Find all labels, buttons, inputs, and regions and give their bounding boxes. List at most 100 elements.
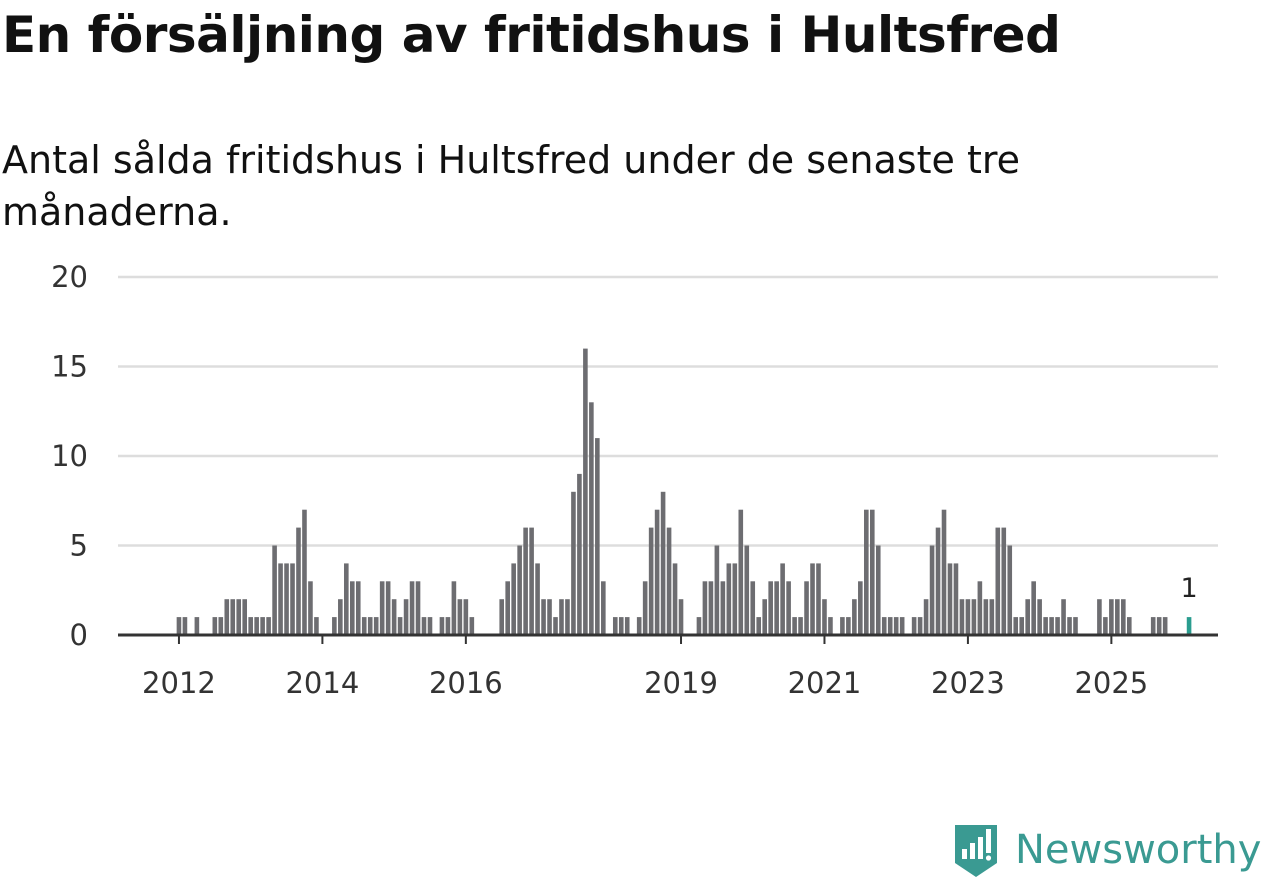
bar [589, 402, 594, 635]
bar [595, 438, 600, 635]
bar [887, 617, 893, 635]
bar [810, 563, 815, 635]
chart-title: En försäljning av fritidshus i Hultsfred [2, 6, 1061, 64]
bar [864, 509, 869, 635]
gridlines [118, 275, 1218, 547]
bar [726, 563, 732, 635]
bar [708, 581, 714, 635]
bar [804, 581, 809, 635]
bar [822, 599, 827, 635]
bar [1150, 617, 1156, 635]
bar [349, 581, 355, 635]
bar [989, 599, 995, 635]
bar [995, 527, 1001, 635]
bar [254, 617, 259, 635]
bar [917, 617, 923, 635]
chart-subtitle: Antal sålda fritidshus i Hultsfred under… [2, 138, 1021, 234]
bar [828, 617, 833, 635]
bar [367, 617, 373, 635]
y-tick-label: 10 [51, 439, 88, 473]
bar [696, 617, 702, 635]
y-tick-label: 15 [51, 350, 88, 384]
y-tick-label: 20 [51, 260, 88, 294]
bar [1156, 617, 1162, 635]
bar [517, 545, 522, 635]
bar [1007, 545, 1013, 635]
bar [1073, 617, 1078, 635]
bar [451, 581, 457, 635]
bar [409, 581, 415, 635]
bar [1115, 599, 1120, 635]
bar [272, 545, 277, 635]
bar [427, 617, 433, 635]
bar [612, 617, 618, 635]
bar [744, 545, 750, 635]
bars [176, 348, 1192, 635]
bar [852, 599, 857, 635]
bar [266, 617, 271, 635]
bar [983, 599, 989, 635]
brand-name: Newsworthy [1015, 827, 1262, 873]
bar [768, 581, 773, 635]
bar [1019, 617, 1025, 635]
bar [642, 581, 648, 635]
bar [1055, 617, 1060, 635]
bar [577, 473, 582, 635]
bar [457, 599, 463, 635]
bar [911, 617, 917, 635]
y-tick-label: 5 [70, 529, 88, 563]
bar [242, 599, 247, 635]
bar [714, 545, 720, 635]
bar [332, 617, 337, 635]
bar [762, 599, 767, 635]
bar [230, 599, 236, 635]
bar [218, 617, 224, 635]
bar [881, 617, 887, 635]
newsworthy-logo-icon [955, 825, 997, 877]
bar-highlight [1186, 617, 1192, 635]
bar [403, 599, 409, 635]
bar [636, 617, 642, 635]
bar [559, 599, 564, 635]
bar [959, 599, 965, 635]
bar [290, 563, 295, 635]
bar [284, 563, 289, 635]
bar [929, 545, 935, 635]
newsworthy-logo: Newsworthy [951, 820, 1261, 880]
annotations: 1 [1180, 573, 1197, 604]
bar [899, 617, 905, 635]
bar [1043, 617, 1048, 635]
bar [869, 509, 875, 635]
bar [666, 527, 672, 635]
bar [840, 617, 845, 635]
bar [511, 563, 516, 635]
bar [1037, 599, 1042, 635]
bar [565, 599, 570, 635]
bar [194, 617, 200, 635]
bar [176, 617, 182, 635]
bar [618, 617, 624, 635]
bar [1067, 617, 1072, 635]
bar [391, 599, 397, 635]
bar [756, 617, 762, 635]
bar [499, 599, 505, 635]
bar [750, 581, 756, 635]
bar [469, 617, 475, 635]
bar [248, 617, 253, 635]
bar [774, 581, 779, 635]
bar [571, 491, 576, 635]
bar [314, 617, 319, 635]
bar [523, 527, 528, 635]
bar [935, 527, 941, 635]
bar [977, 581, 983, 635]
bar [1031, 581, 1036, 635]
bar [1061, 599, 1066, 635]
bar [660, 491, 666, 635]
bar [786, 581, 791, 635]
bar [648, 527, 654, 635]
bar [702, 581, 708, 635]
bar [678, 599, 684, 635]
bar [624, 617, 630, 635]
data-label: 1 [1180, 573, 1197, 604]
bar [505, 581, 510, 635]
